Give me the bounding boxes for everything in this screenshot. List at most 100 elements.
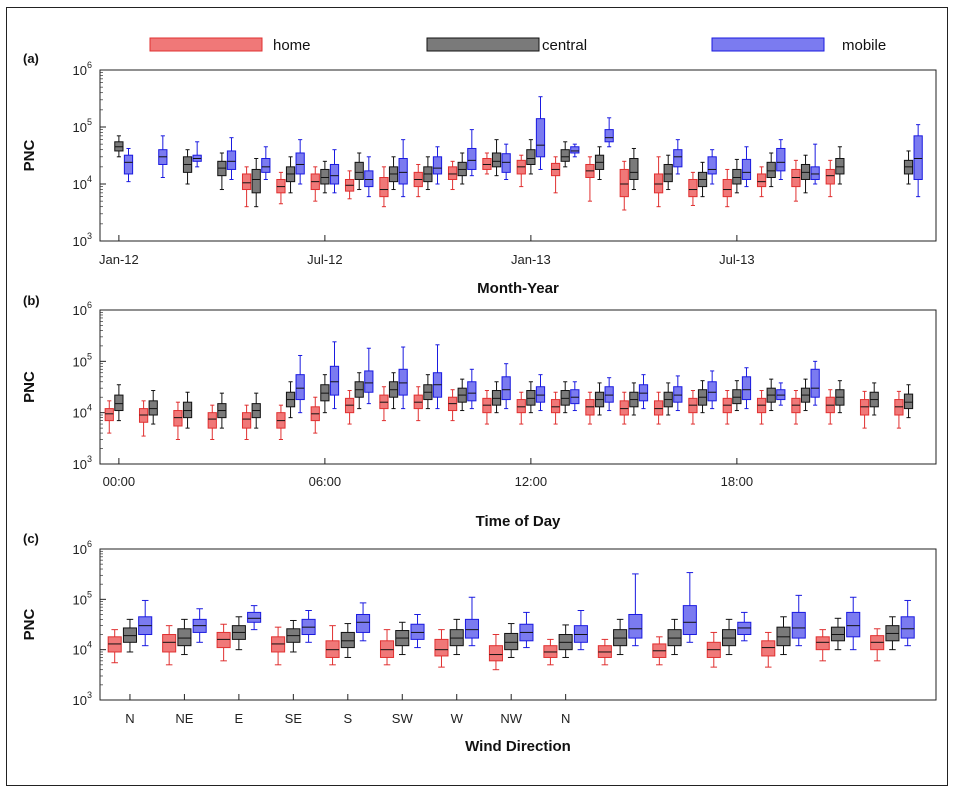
box-home — [173, 401, 183, 441]
box-home — [653, 391, 664, 425]
x-tick-label: Jul-12 — [307, 252, 342, 267]
box-mobile — [682, 572, 697, 643]
box-central — [667, 618, 682, 656]
box-iqr — [707, 381, 717, 402]
box-mobile — [301, 609, 316, 643]
box-mobile — [295, 139, 305, 185]
box-mobile — [673, 139, 683, 175]
box-mobile — [467, 129, 477, 177]
box-iqr — [329, 365, 340, 396]
box-mobile — [573, 609, 588, 651]
box-iqr — [722, 178, 732, 198]
y-tick-label: 106 — [73, 539, 92, 557]
box-home — [482, 152, 492, 175]
box-home — [325, 625, 340, 666]
box-iqr — [688, 178, 698, 198]
box-iqr — [491, 390, 502, 406]
panel-label: (a) — [23, 51, 39, 66]
box-home — [859, 390, 870, 429]
x-tick-label: Jul-13 — [719, 252, 754, 267]
box-iqr — [320, 168, 330, 185]
box-iqr — [570, 146, 580, 154]
box-mobile — [791, 594, 806, 647]
box-central — [629, 147, 639, 191]
box-iqr — [177, 628, 192, 647]
panels: 103 104 105 106 Jan-12 Jul-12 Jan-13 Jul-13 Mont… — [21, 51, 937, 755]
box-iqr — [122, 627, 137, 643]
box-iqr — [903, 393, 914, 410]
box-home — [216, 623, 231, 662]
box-central — [800, 154, 811, 194]
box-iqr — [467, 381, 477, 402]
box-iqr — [434, 638, 449, 657]
box-central — [594, 382, 605, 416]
box-iqr — [182, 401, 193, 419]
x-tick-label: N — [561, 711, 570, 726]
box-mobile — [737, 611, 752, 642]
box-central — [395, 621, 410, 656]
y-tick-label: 103 — [73, 690, 92, 708]
box-iqr — [364, 170, 374, 188]
box-home — [688, 171, 698, 206]
box-home — [241, 404, 252, 441]
box-mobile — [356, 602, 371, 642]
figure-border — [6, 7, 948, 786]
box-central — [560, 141, 570, 168]
box-iqr — [398, 158, 408, 185]
box-mobile — [467, 368, 477, 410]
box-home — [653, 156, 664, 208]
box-mobile — [410, 613, 425, 649]
box-central — [504, 623, 519, 658]
box-home — [482, 390, 492, 425]
x-tick-label: N — [125, 711, 134, 726]
legend-swatch-mobile — [711, 37, 825, 52]
box-iqr — [550, 399, 561, 414]
box-central — [388, 372, 399, 410]
box-home — [825, 389, 835, 425]
box-iqr — [261, 158, 271, 173]
box-iqr — [560, 390, 570, 406]
box-mobile — [329, 341, 340, 410]
box-home — [619, 160, 629, 211]
box-home — [870, 628, 885, 662]
box-iqr — [628, 613, 643, 639]
box-iqr — [501, 153, 511, 173]
box-central — [286, 619, 301, 653]
box-iqr — [329, 163, 340, 185]
box-iqr — [791, 168, 801, 188]
box-mobile — [741, 146, 752, 188]
axes-box — [99, 309, 937, 465]
box-iqr — [526, 390, 536, 406]
box-central — [388, 156, 399, 191]
box-home — [722, 168, 732, 208]
box-home — [722, 390, 732, 425]
box-home — [162, 625, 177, 666]
box-iqr — [491, 152, 502, 168]
box-iqr — [410, 623, 425, 640]
box-mobile — [535, 96, 546, 170]
box-central — [885, 616, 900, 651]
y-tick-label: 103 — [73, 454, 92, 472]
box-mobile — [707, 149, 717, 185]
box-home — [756, 390, 767, 425]
box-home — [761, 631, 776, 668]
box-central — [835, 380, 845, 414]
box-iqr — [526, 149, 536, 165]
box-iqr — [241, 173, 252, 191]
box-central — [766, 378, 776, 412]
box-central — [449, 618, 464, 656]
box-iqr — [707, 156, 717, 175]
box-mobile — [226, 137, 237, 180]
box-mobile — [673, 375, 683, 412]
box-iqr — [741, 158, 752, 180]
box-iqr — [604, 129, 614, 143]
legend-swatch-home — [149, 37, 263, 52]
box-central — [903, 150, 914, 185]
box-home — [413, 163, 423, 198]
x-tick-label: E — [235, 711, 244, 726]
box-mobile — [570, 143, 580, 158]
x-tick-label: 18:00 — [721, 474, 754, 489]
box-home — [894, 390, 904, 429]
box-home — [791, 390, 801, 425]
x-axis-label: Wind Direction — [465, 738, 571, 755]
